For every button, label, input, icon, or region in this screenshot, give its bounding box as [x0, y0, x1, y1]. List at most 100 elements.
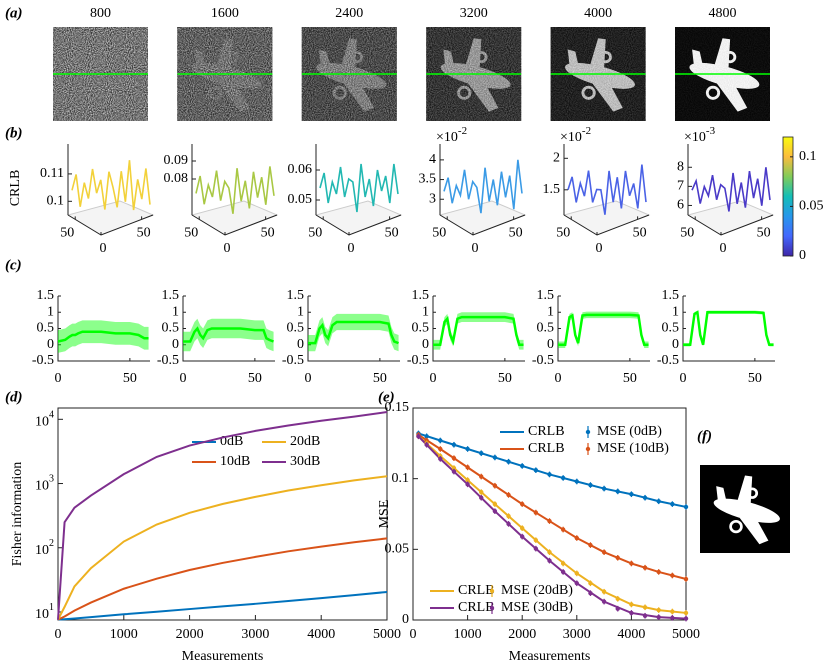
mean-profile: [183, 326, 275, 343]
y-tick-label: -0.5: [657, 353, 679, 368]
y-tick-label-exponent: 4: [49, 410, 54, 421]
uncertainty-band: [433, 312, 524, 350]
mse-point: [629, 610, 634, 616]
z-tick-label-base: 6: [677, 198, 684, 213]
y-tick-label: 0.05: [385, 542, 410, 557]
reconstruction-image: [426, 27, 522, 121]
y-tick-label-exponent: 1: [49, 602, 54, 613]
mse-point: [438, 438, 443, 443]
legend-label: MSE (0dB): [597, 424, 662, 439]
x-tick-label: 50: [509, 226, 523, 241]
image-title: 4000: [584, 6, 612, 21]
plot-area: [57, 407, 388, 621]
mse-point: [547, 518, 552, 524]
x-axis-label: Measurements: [509, 649, 591, 664]
surface: [567, 164, 647, 215]
scale-label-exponent: -3: [706, 125, 716, 137]
y-tick-label: 0: [402, 612, 409, 627]
uncertainty-band: [308, 313, 399, 352]
panel-label: (e): [378, 389, 395, 405]
y-tick-label: -0.5: [282, 353, 304, 368]
y-tick-label: -0.5: [532, 353, 554, 368]
x-tick-label: 0: [555, 371, 562, 386]
mse-point: [601, 486, 607, 491]
x-tick-label: 1000: [454, 627, 482, 642]
y-tick-label-base: 10: [35, 607, 49, 622]
mse-point: [601, 549, 607, 555]
y-tick-label: 1.5: [287, 288, 305, 303]
y-tick-label: 0.5: [412, 321, 430, 336]
mse-point: [588, 542, 593, 548]
legend-label: 0dB: [220, 434, 243, 449]
mse-point: [506, 459, 511, 464]
z-tick-label-base: 2: [553, 151, 560, 166]
mse-point: [492, 483, 498, 488]
x-tick-label: 0: [224, 241, 231, 256]
y-tick-label: 1: [47, 304, 54, 319]
reconstruction-image: [301, 27, 397, 121]
mse-point: [642, 495, 648, 500]
mse-point: [465, 446, 470, 452]
y-tick-label: 0: [297, 337, 304, 352]
x-axis-label: Measurements: [182, 649, 264, 664]
reconstruction-image: [675, 27, 770, 121]
surface: [443, 159, 523, 214]
z-tick-label: 0.08: [164, 171, 189, 186]
mse-point: [560, 475, 566, 481]
mse-point: [560, 569, 566, 575]
x-tick-label: 50: [137, 226, 151, 241]
z-tick-label: 1.5: [543, 182, 561, 197]
mse-point: [506, 521, 511, 527]
mean-profile: [683, 310, 774, 346]
colorbar: [782, 136, 794, 257]
panel-label: (f): [697, 428, 712, 444]
x-tick-label: 50: [123, 371, 137, 386]
mse-point: [642, 613, 648, 618]
y-tick-label-base: 10: [35, 543, 49, 558]
mean-profile: [308, 320, 400, 345]
x-tick-label: 50: [498, 371, 512, 386]
y-tick-label: 0.5: [662, 321, 680, 336]
legend-swatch-dot: [489, 588, 495, 594]
y-tick-label: -0.5: [407, 353, 429, 368]
mse-point: [533, 510, 539, 515]
y-axis-label: Fisher information: [10, 462, 25, 567]
mse-point: [547, 558, 552, 563]
series-line: [57, 411, 388, 620]
legend-label: CRLB: [528, 441, 565, 456]
y-tick-label: 1: [422, 304, 429, 319]
mse-point: [615, 555, 620, 561]
mse-point: [574, 479, 579, 484]
mean-profile: [433, 315, 524, 346]
depth-tick-label: 50: [432, 226, 446, 241]
z-tick-label-base: 3.5: [419, 172, 437, 187]
x-tick-label: 0: [596, 241, 603, 256]
legend-label: 20dB: [290, 434, 320, 449]
panel-label: (c): [5, 257, 22, 273]
uncertainty-band: [183, 318, 274, 352]
mse-point: [588, 590, 593, 596]
legend-label: MSE (20dB): [501, 583, 573, 598]
y-tick-label: 0: [47, 337, 54, 352]
x-tick-label: 0: [430, 371, 437, 386]
y-tick-label: 0.5: [37, 321, 55, 336]
mse-point: [520, 534, 525, 539]
y-tick-label: -0.5: [157, 353, 179, 368]
mse-point: [465, 477, 470, 483]
y-tick-label: 1: [297, 304, 304, 319]
x-tick-label: 50: [248, 371, 262, 386]
x-tick-label: 0: [720, 241, 727, 256]
x-tick-label: 4000: [617, 627, 645, 642]
x-tick-label: 50: [261, 226, 275, 241]
mse-point: [642, 605, 648, 610]
z-tick-label-base: 4: [429, 152, 436, 167]
legend-swatch-dot: [489, 605, 495, 611]
z-tick-label-base: 1.5: [543, 182, 561, 197]
mse-point: [683, 576, 689, 582]
z-tick-label: 0.06: [288, 162, 313, 177]
y-tick-label: 1: [672, 304, 679, 319]
colorbar-tick-label: 0.05: [799, 199, 824, 214]
mse-point: [670, 501, 675, 507]
